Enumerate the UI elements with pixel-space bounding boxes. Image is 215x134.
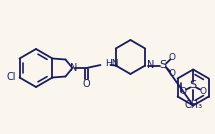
Text: N: N — [147, 59, 155, 70]
Text: S: S — [190, 81, 197, 90]
Text: O: O — [200, 87, 207, 96]
Text: O: O — [83, 79, 90, 89]
Text: Cl: Cl — [7, 72, 16, 81]
Text: O: O — [180, 87, 187, 96]
Text: N: N — [70, 63, 77, 73]
Text: CH₃: CH₃ — [184, 100, 202, 109]
Text: O: O — [169, 53, 176, 62]
Text: O: O — [169, 69, 176, 78]
Text: S: S — [160, 60, 167, 70]
Text: HN: HN — [105, 59, 119, 68]
